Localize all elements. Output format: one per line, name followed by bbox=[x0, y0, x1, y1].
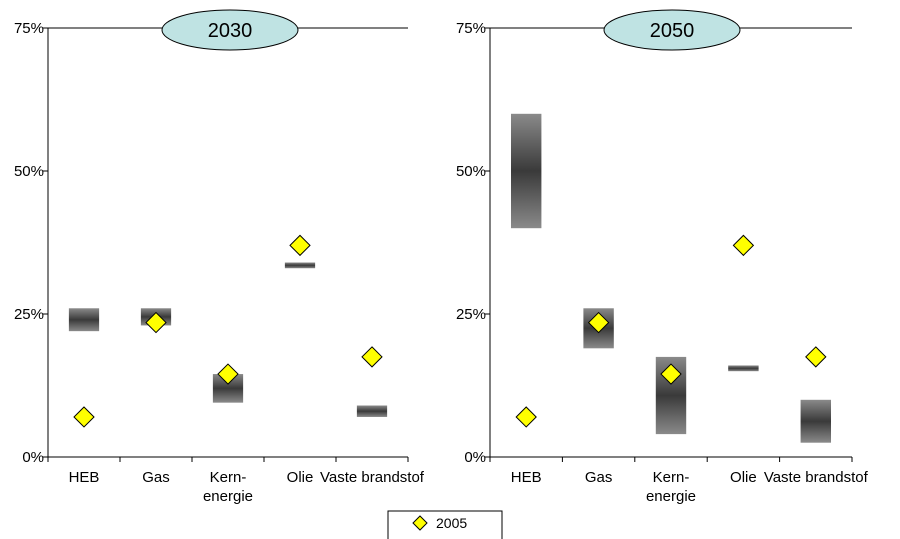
y-tick-label: 75% bbox=[456, 20, 486, 37]
category-label: Vaste brandstof bbox=[764, 469, 869, 486]
category-label: HEB bbox=[511, 469, 542, 486]
chart-panel-2050: 0% 25% 50% 75% HEB Gas Kern-energie Olie Vaste b… bbox=[456, 9, 869, 505]
category-label: Gas bbox=[142, 469, 170, 486]
panel-title: 2030 bbox=[208, 20, 253, 42]
category-label: Olie bbox=[730, 469, 757, 486]
range-bar bbox=[728, 365, 759, 372]
legend: 2005 bbox=[387, 510, 503, 539]
marker-2005 bbox=[805, 346, 827, 368]
y-tick-label: 75% bbox=[14, 20, 44, 37]
category-label: Kern-energie bbox=[203, 469, 253, 505]
range-bar bbox=[356, 405, 388, 417]
panel-title-badge: 2050 bbox=[603, 9, 741, 51]
chart-panel-2030: 0% 25% 50% 75% HEB Gas Kern-energie Olie Vaste b… bbox=[14, 9, 425, 505]
y-tick-label: 0% bbox=[464, 449, 486, 466]
marker-2005 bbox=[145, 311, 167, 334]
y-tick-label: 50% bbox=[456, 163, 486, 180]
badge-ellipse bbox=[603, 9, 741, 51]
range-bar bbox=[68, 308, 100, 332]
marker-2005 bbox=[515, 406, 537, 428]
y-tick-label: 50% bbox=[14, 163, 44, 180]
y-tick-label: 25% bbox=[14, 306, 44, 323]
y-tick-label: 25% bbox=[456, 306, 486, 323]
marker-2005 bbox=[732, 234, 755, 257]
marker-2005 bbox=[660, 363, 682, 385]
category-label: Kern-energie bbox=[646, 469, 696, 505]
panel-title: 2050 bbox=[650, 20, 695, 42]
marker-2005 bbox=[73, 406, 95, 428]
category-label: Vaste brandstof bbox=[320, 469, 425, 486]
category-label: Gas bbox=[585, 469, 613, 486]
marker-2005 bbox=[289, 234, 311, 257]
range-bar bbox=[284, 262, 316, 269]
category-label: HEB bbox=[69, 469, 100, 486]
marker-2005 bbox=[361, 346, 383, 368]
panel-title-badge: 2030 bbox=[161, 9, 299, 51]
badge-ellipse bbox=[161, 9, 299, 51]
category-label: Olie bbox=[287, 469, 314, 486]
legend-box bbox=[387, 510, 503, 539]
legend-marker-icon bbox=[412, 515, 428, 531]
y-tick-label: 0% bbox=[22, 449, 44, 466]
range-bar bbox=[510, 113, 542, 229]
marker-2005 bbox=[217, 363, 239, 385]
legend-label: 2005 bbox=[436, 515, 467, 531]
marker-2005 bbox=[587, 311, 610, 334]
range-bar bbox=[800, 399, 832, 443]
